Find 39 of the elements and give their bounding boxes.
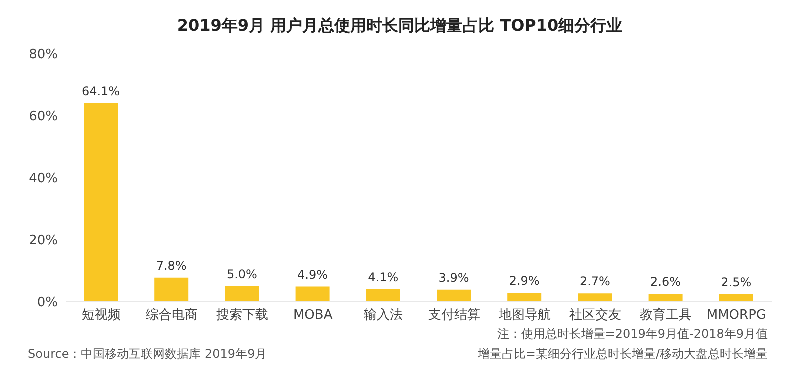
x-tick-label: MOBA	[293, 308, 333, 324]
bar	[578, 294, 612, 302]
bar	[508, 293, 542, 302]
y-tick-label: 20%	[29, 234, 58, 249]
x-tick-label: 教育工具	[640, 307, 692, 324]
x-tick-label: 社区交友	[570, 307, 622, 324]
bar	[225, 286, 260, 302]
bar	[648, 294, 683, 302]
chart-title: 2019年9月 用户月总使用时长同比增量占比 TOP10细分行业	[176, 15, 624, 37]
source-note: Source：中国移动互联网数据库 2019年9月	[28, 346, 268, 363]
text: 增量占比=某细分行业总时长增量/移动大盘总时长增量	[478, 346, 768, 363]
bar	[84, 103, 118, 302]
y-tick-label: 0%	[37, 296, 58, 311]
x-tick-label: MMORPG	[706, 308, 767, 324]
bar	[437, 290, 471, 302]
y-tick-label: 80%	[29, 48, 58, 63]
text: 注：使用总时长增量=2019年9月值-2018年9月值	[497, 326, 768, 343]
bar	[366, 289, 400, 302]
data-label: 2.9%	[509, 274, 540, 288]
x-tick-label: 综合电商	[146, 308, 198, 324]
y-tick-label: 40%	[29, 172, 58, 187]
data-label: 2.7%	[580, 274, 610, 289]
data-label: 2.5%	[721, 275, 752, 290]
x-tick-label: 地图导航	[498, 308, 551, 324]
data-label: 4.1%	[368, 270, 399, 284]
x-tick-label: 搜索下载	[216, 308, 268, 324]
data-label: 2.6%	[650, 274, 682, 289]
x-tick-label: 支付结算	[428, 308, 480, 324]
x-tick-label: 输入法	[364, 308, 404, 324]
data-label: 7.8%	[156, 258, 187, 273]
data-label: 3.9%	[438, 270, 470, 285]
data-label: 64.1%	[82, 84, 120, 98]
data-label: 4.9%	[298, 268, 328, 282]
y-tick-label: 60%	[29, 110, 58, 125]
bar	[154, 278, 189, 302]
bar	[719, 294, 754, 302]
x-tick-label: 短视频	[82, 308, 121, 324]
bar	[296, 286, 330, 302]
data-label: 5.0%	[226, 268, 258, 282]
